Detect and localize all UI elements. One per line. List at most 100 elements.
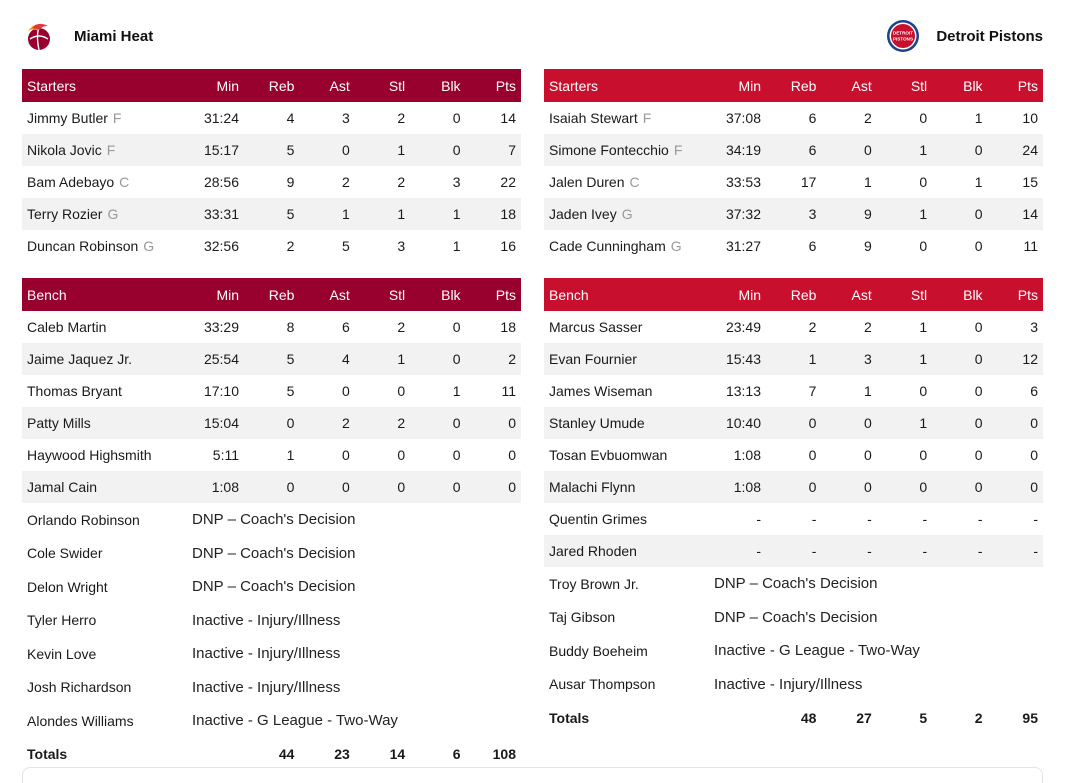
- player-name[interactable]: Thomas Bryant: [27, 383, 122, 399]
- stat-pts: 10: [1022, 110, 1038, 126]
- player-name[interactable]: Duncan Robinson: [27, 238, 139, 254]
- player-name[interactable]: Cole Swider: [27, 545, 103, 562]
- stat-reb: 2: [286, 238, 295, 254]
- inactive-row: Tyler Herro Inactive - Injury/Illness: [22, 604, 521, 638]
- player-name[interactable]: Haywood Highsmith: [27, 447, 152, 463]
- away-team-header: DETROIT PISTONS Detroit Pistons: [886, 18, 1043, 54]
- stat-reb: 7: [808, 383, 817, 399]
- totals-reb: 48: [800, 709, 817, 726]
- header-stl: Stl: [910, 286, 928, 303]
- player-name[interactable]: Isaiah Stewart: [549, 110, 638, 126]
- player-status: Inactive - G League - Two-Way: [192, 712, 398, 730]
- table-row: Marcus Sasser 23:49 2 2 1 0 3: [544, 311, 1043, 343]
- table-row: Thomas Bryant 17:10 5 0 0 1 11: [22, 375, 521, 407]
- player-name[interactable]: Stanley Umude: [549, 415, 645, 431]
- player-name[interactable]: Nikola Jovic: [27, 142, 102, 158]
- player-name[interactable]: Delon Wright: [27, 578, 108, 595]
- player-cell: Jared Rhoden: [544, 535, 709, 567]
- stat-blk: 3: [452, 174, 461, 190]
- player-name[interactable]: Terry Rozier: [27, 206, 103, 222]
- player-name[interactable]: Kevin Love: [27, 645, 97, 662]
- stat-pts: 6: [1030, 383, 1038, 399]
- player-name[interactable]: Alondes Williams: [27, 712, 134, 729]
- player-name[interactable]: Tosan Evbuomwan: [549, 447, 668, 463]
- totals-label: Totals: [549, 709, 590, 726]
- stat-reb: 6: [808, 142, 817, 158]
- player-name[interactable]: Orlando Robinson: [27, 511, 140, 528]
- player-name[interactable]: Evan Fournier: [549, 351, 637, 367]
- player-name[interactable]: Jamal Cain: [27, 479, 98, 495]
- stat-stl: 2: [397, 174, 406, 190]
- stat-min: 34:19: [725, 142, 761, 158]
- stat-ast: 1: [863, 383, 872, 399]
- player-name[interactable]: Cade Cunningham: [549, 238, 666, 254]
- stat-pts: 0: [1030, 415, 1038, 431]
- stat-stl: 0: [919, 479, 928, 495]
- stat-pts: 12: [1022, 351, 1038, 367]
- player-name[interactable]: Quentin Grimes: [549, 511, 648, 527]
- player-name[interactable]: Troy Brown Jr.: [549, 575, 639, 592]
- player-position: F: [673, 142, 683, 158]
- stat-ast: 0: [341, 383, 350, 399]
- inactive-row: Buddy Boeheim Inactive - G League - Two-W…: [544, 634, 1043, 668]
- stat-ast: -: [867, 511, 872, 527]
- stat-stl: 0: [919, 238, 928, 254]
- stat-min: 25:54: [203, 351, 239, 367]
- player-name[interactable]: Tyler Herro: [27, 612, 97, 629]
- player-name[interactable]: Bam Adebayo: [27, 174, 115, 190]
- player-name[interactable]: Patty Mills: [27, 415, 91, 431]
- player-name[interactable]: Caleb Martin: [27, 319, 107, 335]
- player-status: Inactive - Injury/Illness: [714, 675, 863, 693]
- totals-ast: 27: [856, 709, 872, 726]
- table-row: Simone Fontecchio F 34:19 6 0 1 0 24: [544, 134, 1043, 166]
- header-starters: Starters: [549, 77, 599, 94]
- table-row: Bam Adebayo C 28:56 9 2 2 3 22: [22, 166, 521, 198]
- away-bench-section: Bench Min Reb Ast Stl Blk Pts Marcus Sas…: [544, 278, 1043, 734]
- stat-min: 1:08: [733, 447, 761, 463]
- stat-reb: 3: [808, 206, 817, 222]
- player-status: DNP – Coach's Decision: [192, 544, 356, 562]
- stat-stl: 1: [919, 351, 928, 367]
- player-name[interactable]: Jaden Ivey: [549, 206, 617, 222]
- player-name[interactable]: Jaime Jaquez Jr.: [27, 351, 133, 367]
- home-starters-table: Starters Min Reb Ast Stl Blk Pts Jimmy B…: [22, 69, 521, 262]
- player-name[interactable]: Josh Richardson: [27, 679, 132, 696]
- player-name[interactable]: Jimmy Butler: [27, 110, 108, 126]
- stat-ast: 0: [863, 447, 872, 463]
- stat-reb: 8: [286, 319, 295, 335]
- player-name[interactable]: Malachi Flynn: [549, 479, 636, 495]
- stat-pts: 0: [508, 415, 516, 431]
- header-pts: Pts: [495, 77, 516, 94]
- stat-blk: 0: [452, 110, 461, 126]
- stat-blk: 0: [974, 383, 983, 399]
- table-row: Jimmy Butler F 31:24 4 3 2 0 14: [22, 102, 521, 134]
- inactive-row: Taj Gibson DNP – Coach's Decision: [544, 601, 1043, 635]
- table-header-row: Bench Min Reb Ast Stl Blk Pts: [22, 278, 521, 311]
- player-name[interactable]: Ausar Thompson: [549, 676, 656, 693]
- stat-blk: -: [977, 511, 983, 527]
- stat-stl: 0: [919, 110, 928, 126]
- table-row: Duncan Robinson G 32:56 2 5 3 1 16: [22, 230, 521, 262]
- player-name[interactable]: James Wiseman: [549, 383, 653, 399]
- totals-blk: 2: [974, 709, 983, 726]
- player-name[interactable]: Jared Rhoden: [549, 543, 637, 559]
- home-team-name[interactable]: Miami Heat: [74, 27, 154, 45]
- stat-stl: 0: [397, 479, 406, 495]
- player-name[interactable]: Marcus Sasser: [549, 319, 643, 335]
- player-name[interactable]: Buddy Boeheim: [549, 642, 648, 659]
- player-name[interactable]: Simone Fontecchio: [549, 142, 669, 158]
- header-min: Min: [216, 77, 239, 94]
- header-pts: Pts: [1017, 77, 1038, 94]
- stat-ast: 2: [341, 174, 350, 190]
- stat-reb: 5: [286, 206, 295, 222]
- player-status: Inactive - G League - Two-Way: [714, 642, 920, 660]
- away-team-name[interactable]: Detroit Pistons: [936, 27, 1043, 45]
- player-name[interactable]: Taj Gibson: [549, 609, 616, 626]
- header-ast: Ast: [851, 77, 872, 94]
- player-name[interactable]: Jalen Duren: [549, 174, 625, 190]
- player-status: DNP – Coach's Decision: [192, 511, 356, 529]
- stat-reb: 1: [286, 447, 295, 463]
- stat-reb: 5: [286, 351, 295, 367]
- table-row: Nikola Jovic F 15:17 5 0 1 0 7: [22, 134, 521, 166]
- stat-blk: 0: [452, 142, 461, 158]
